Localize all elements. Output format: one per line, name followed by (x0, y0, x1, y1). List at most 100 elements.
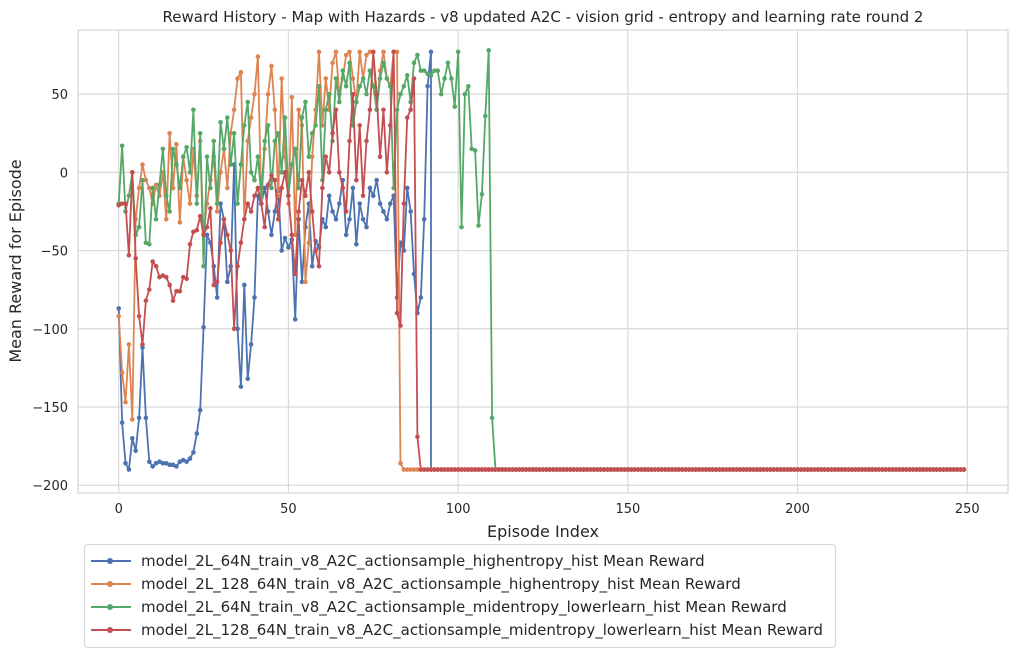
data-point (713, 467, 719, 472)
data-point (377, 154, 383, 159)
data-point (238, 240, 244, 246)
data-point (435, 68, 441, 73)
data-point (425, 84, 430, 89)
data-point (415, 467, 420, 472)
data-point (150, 185, 155, 191)
data-point (218, 119, 223, 125)
data-point (303, 99, 308, 105)
data-point (496, 467, 502, 472)
data-point (958, 467, 963, 472)
data-point (197, 213, 203, 219)
data-point (153, 216, 159, 222)
data-point (279, 185, 284, 191)
data-point (666, 467, 671, 472)
data-point (360, 193, 366, 199)
data-point (411, 467, 417, 472)
data-point (194, 227, 200, 233)
data-point (272, 209, 278, 214)
data-point (628, 467, 634, 472)
y-tick-label: −200 (32, 479, 68, 494)
data-point (622, 467, 627, 472)
data-point (354, 177, 359, 183)
data-point (146, 241, 152, 247)
data-point (150, 259, 155, 264)
data-point (747, 467, 753, 472)
data-point (903, 467, 909, 472)
data-point (231, 326, 237, 332)
data-point (269, 185, 274, 191)
data-point (337, 170, 342, 175)
data-point (452, 467, 458, 472)
data-point (479, 467, 485, 472)
data-point (357, 84, 363, 89)
data-point (808, 467, 814, 472)
legend-swatch (91, 551, 131, 571)
data-point (387, 123, 393, 128)
data-point (445, 467, 451, 472)
data-point (262, 185, 267, 191)
data-point (357, 123, 363, 128)
legend-label: model_2L_128_64N_train_v8_A2C_actionsamp… (141, 575, 741, 593)
data-point (235, 76, 240, 81)
legend-marker (107, 627, 113, 633)
data-point (944, 467, 950, 472)
data-point (937, 467, 943, 472)
data-point (639, 467, 644, 472)
data-point (455, 467, 461, 472)
data-point (890, 467, 895, 472)
data-point (296, 185, 301, 191)
data-point (421, 68, 427, 73)
data-point (143, 415, 149, 421)
data-point (679, 467, 685, 472)
data-point (272, 107, 278, 113)
data-point (296, 107, 301, 113)
data-point (574, 467, 580, 472)
data-point (218, 240, 223, 246)
data-point (472, 148, 478, 153)
data-point (907, 467, 912, 472)
data-point (204, 232, 210, 238)
data-point (723, 467, 729, 472)
data-point (242, 282, 247, 288)
data-point (425, 467, 430, 472)
data-point (225, 232, 230, 238)
data-point (707, 467, 712, 472)
data-point (866, 467, 872, 472)
data-point (445, 60, 451, 66)
data-point (768, 467, 773, 472)
data-point (126, 193, 132, 199)
data-point (754, 467, 760, 472)
data-point (676, 467, 682, 472)
data-point (347, 138, 352, 144)
data-point (130, 417, 135, 422)
data-point (900, 467, 906, 472)
data-point (252, 177, 257, 183)
data-point (764, 467, 770, 472)
data-point (126, 252, 132, 258)
data-point (326, 91, 332, 97)
data-point (438, 467, 444, 472)
data-point (306, 170, 312, 175)
data-point (211, 282, 217, 288)
data-point (204, 154, 210, 159)
data-point (418, 467, 424, 472)
data-point (449, 467, 454, 472)
data-point (279, 248, 284, 253)
data-point (279, 76, 284, 81)
x-tick-label: 150 (615, 502, 640, 517)
y-tick-label: −50 (41, 245, 68, 260)
data-point (197, 130, 203, 136)
legend-item: model_2L_128_64N_train_v8_A2C_actionsamp… (91, 574, 741, 594)
data-point (177, 288, 183, 294)
data-point (825, 467, 831, 472)
data-point (252, 295, 257, 300)
data-point (737, 467, 743, 472)
data-point (931, 467, 936, 472)
data-point (432, 467, 437, 472)
data-point (211, 138, 217, 144)
data-point (757, 467, 763, 472)
data-point (116, 313, 122, 319)
data-point (367, 107, 373, 113)
data-point (265, 91, 271, 97)
